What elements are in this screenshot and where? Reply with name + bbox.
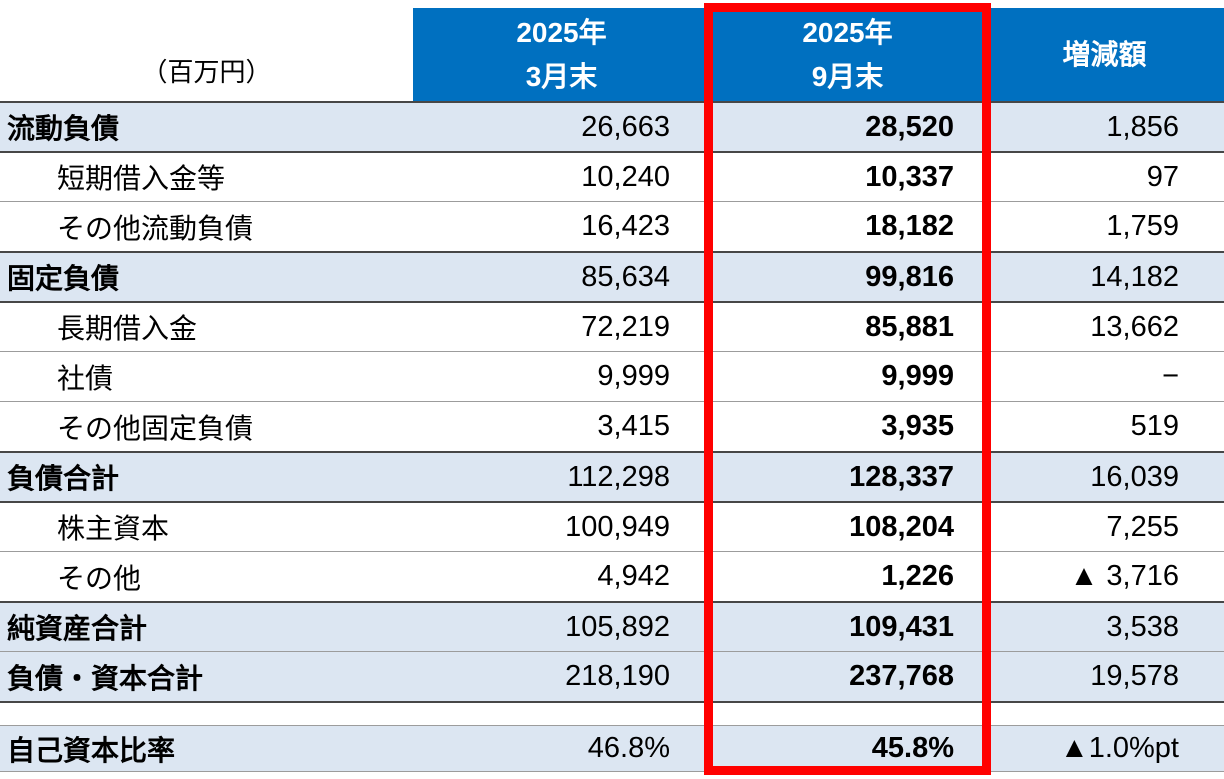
value-september: 3,935: [881, 410, 954, 442]
table-row-fixed-liabilities: 固定負債 85,634 99,816 14,182: [0, 251, 1224, 301]
value-march: 26,663: [581, 110, 670, 143]
table-row-current-liabilities: 流動負債 26,663 28,520 1,856: [0, 101, 1224, 151]
value-change: −: [1162, 360, 1179, 392]
row-label: 固定負債: [7, 263, 120, 294]
value-march: 9,999: [597, 360, 670, 392]
column-header-year: 2025年: [802, 16, 893, 48]
value-march: 4,942: [597, 560, 670, 592]
value-march: 46.8%: [587, 732, 670, 764]
table-row-other-current-liabilities: その他流動負債 16,423 18,182 1,759: [0, 201, 1224, 251]
table-row-total-liabilities: 負債合計 112,298 128,337 16,039: [0, 451, 1224, 501]
unit-label: （百万円）: [0, 0, 413, 101]
column-header-change-label: 増減額: [1062, 38, 1147, 70]
value-change: ▲ 3,716: [1069, 560, 1179, 592]
column-header-month: 3月末: [525, 60, 598, 92]
value-march: 112,298: [567, 460, 670, 493]
value-change: 97: [1146, 160, 1179, 193]
value-september: 10,337: [865, 160, 954, 193]
value-september: 85,881: [865, 310, 954, 343]
value-change: 13,662: [1090, 310, 1179, 343]
table-header: （百万円） 2025年 3月末 2025年 9月末 増減額: [0, 0, 1224, 101]
value-march: 72,219: [581, 310, 670, 343]
value-september: 99,816: [865, 260, 954, 293]
table-row-equity-ratio: 自己資本比率 46.8% 45.8% ▲1.0%pt: [0, 725, 1224, 772]
value-september: 9,999: [881, 360, 954, 392]
value-march: 100,949: [565, 510, 670, 543]
row-label: 純資産合計: [7, 613, 148, 644]
value-change: 519: [1130, 410, 1179, 442]
value-change: 7,255: [1106, 510, 1179, 543]
row-label: 株主資本: [57, 513, 170, 544]
column-header-change: 増減額: [985, 0, 1224, 101]
table-row-total-liabilities-and-equity: 負債・資本合計 218,190 237,768 19,578: [0, 651, 1224, 701]
column-header-2025-march: 2025年 3月末: [413, 0, 710, 101]
table-row-other-equity: その他 4,942 1,226 ▲ 3,716: [0, 551, 1224, 601]
value-change: 19,578: [1090, 660, 1179, 692]
column-header-month: 9月末: [811, 60, 884, 92]
row-label: その他流動負債: [57, 212, 254, 244]
value-change: 1,759: [1106, 210, 1179, 242]
row-label: その他固定負債: [57, 412, 254, 444]
row-label: 負債合計: [7, 463, 120, 494]
table-row-other-fixed-liabilities: その他固定負債 3,415 3,935 519: [0, 401, 1224, 451]
row-label: 負債・資本合計: [7, 662, 204, 694]
row-label: その他: [57, 562, 142, 594]
value-change: 14,182: [1090, 260, 1179, 293]
value-september: 109,431: [849, 610, 954, 643]
table-spacer: [0, 701, 1224, 725]
table-row-total-net-assets: 純資産合計 105,892 109,431 3,538: [0, 601, 1224, 651]
column-header-year: 2025年: [516, 16, 607, 48]
table-row-shareholders-equity: 株主資本 100,949 108,204 7,255: [0, 501, 1224, 551]
value-march: 218,190: [565, 660, 670, 692]
value-change: ▲1.0%pt: [1060, 732, 1179, 764]
value-march: 10,240: [581, 160, 670, 193]
row-label: 流動負債: [7, 113, 120, 144]
value-september: 45.8%: [871, 732, 954, 764]
row-label: 社債: [57, 362, 114, 394]
column-header-2025-september: 2025年 9月末: [710, 0, 985, 101]
value-september: 28,520: [865, 110, 954, 143]
row-label: 長期借入金: [57, 313, 198, 344]
value-september: 108,204: [849, 510, 954, 543]
row-label: 自己資本比率: [7, 734, 176, 766]
value-change: 3,538: [1106, 610, 1179, 643]
value-september: 237,768: [849, 660, 954, 692]
table-row-corporate-bonds: 社債 9,999 9,999 −: [0, 351, 1224, 401]
value-march: 85,634: [581, 260, 670, 293]
value-march: 105,892: [565, 610, 670, 643]
value-march: 16,423: [581, 210, 670, 242]
value-september: 18,182: [865, 210, 954, 242]
value-september: 1,226: [881, 560, 954, 592]
value-september: 128,337: [849, 460, 954, 493]
table-row-short-term-borrowings: 短期借入金等 10,240 10,337 97: [0, 151, 1224, 201]
row-label: 短期借入金等: [57, 163, 226, 194]
value-change: 16,039: [1090, 460, 1179, 493]
table-row-long-term-borrowings: 長期借入金 72,219 85,881 13,662: [0, 301, 1224, 351]
value-march: 3,415: [597, 410, 670, 442]
value-change: 1,856: [1106, 110, 1179, 143]
